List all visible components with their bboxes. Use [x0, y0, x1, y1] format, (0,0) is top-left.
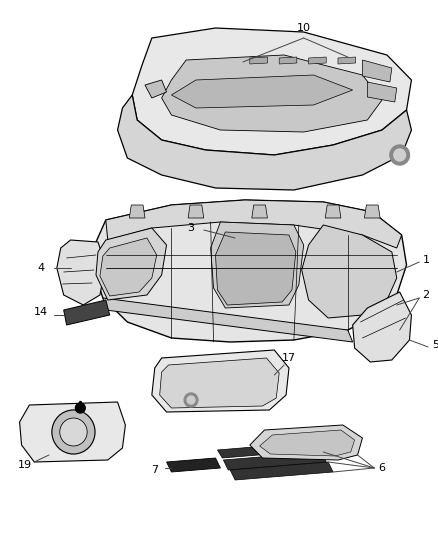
Polygon shape [364, 205, 380, 218]
Polygon shape [215, 232, 296, 305]
Text: 2: 2 [423, 290, 430, 300]
Polygon shape [250, 57, 268, 64]
Polygon shape [279, 57, 297, 64]
Text: 6: 6 [378, 463, 385, 473]
Polygon shape [325, 205, 341, 218]
Polygon shape [309, 57, 326, 64]
Polygon shape [211, 222, 304, 308]
Polygon shape [162, 55, 382, 132]
Polygon shape [64, 300, 110, 325]
Polygon shape [353, 292, 411, 362]
Polygon shape [100, 238, 157, 296]
Text: 19: 19 [18, 460, 32, 470]
Polygon shape [188, 205, 204, 218]
Polygon shape [250, 425, 363, 460]
Polygon shape [223, 452, 326, 470]
Polygon shape [106, 200, 402, 248]
Text: 3: 3 [187, 223, 194, 233]
Text: 4: 4 [38, 263, 45, 273]
Polygon shape [57, 240, 106, 305]
Polygon shape [160, 358, 279, 408]
Text: 1: 1 [423, 255, 430, 265]
Polygon shape [132, 28, 411, 155]
Circle shape [390, 145, 410, 165]
Polygon shape [103, 298, 353, 342]
Polygon shape [117, 95, 411, 190]
Polygon shape [145, 80, 166, 98]
Polygon shape [93, 200, 406, 342]
Circle shape [187, 396, 195, 404]
Text: 17: 17 [282, 353, 296, 363]
Polygon shape [166, 458, 220, 472]
Circle shape [75, 403, 85, 413]
Polygon shape [367, 82, 397, 102]
Polygon shape [129, 205, 145, 218]
Polygon shape [230, 462, 333, 480]
Text: 7: 7 [151, 465, 159, 475]
Circle shape [52, 410, 95, 454]
Polygon shape [338, 57, 356, 64]
Polygon shape [260, 430, 355, 456]
Polygon shape [252, 205, 268, 218]
Text: 5: 5 [432, 340, 438, 350]
Polygon shape [302, 225, 397, 318]
Polygon shape [363, 60, 392, 82]
Text: 14: 14 [34, 307, 48, 317]
Circle shape [60, 418, 87, 446]
Polygon shape [171, 75, 353, 108]
Polygon shape [218, 442, 318, 458]
Polygon shape [152, 350, 289, 412]
Text: 10: 10 [297, 23, 311, 33]
Circle shape [184, 393, 198, 407]
Polygon shape [96, 228, 166, 300]
Polygon shape [20, 402, 125, 462]
Circle shape [394, 149, 406, 161]
